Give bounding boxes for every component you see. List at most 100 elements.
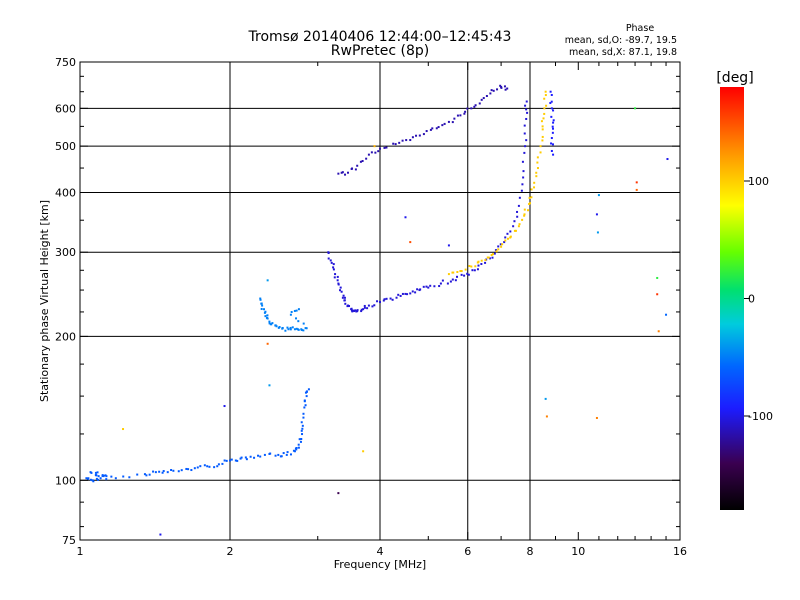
trace-point: [395, 296, 398, 299]
trace-point: [429, 128, 432, 131]
trace-point: [488, 257, 491, 260]
trace-point: [525, 139, 528, 142]
trace-point: [289, 313, 292, 316]
trace-point: [385, 146, 388, 149]
outlier-point: [656, 293, 659, 296]
outlier-point: [159, 533, 162, 536]
trace-point: [374, 151, 377, 154]
trace-point: [379, 301, 381, 304]
trace-point: [206, 465, 209, 468]
trace-point: [552, 121, 555, 124]
trace-point: [92, 480, 95, 483]
trace-point: [376, 300, 379, 303]
trace-point: [263, 311, 266, 314]
axis-ticks: 1 2 4 6 8 10 16 75 100 200 300 400 500 600 750: [55, 56, 687, 558]
trace-point: [366, 307, 369, 310]
trace-point: [343, 296, 346, 299]
trace-point: [418, 134, 421, 137]
trace-point: [367, 304, 370, 307]
trace-point: [398, 141, 401, 144]
trace-point: [295, 309, 298, 312]
trace-point: [278, 326, 281, 329]
x-tick-label: 2: [227, 545, 234, 558]
trace-point: [196, 466, 199, 469]
trace-point: [85, 477, 88, 480]
trace-point: [264, 315, 267, 318]
trace-point: [110, 475, 113, 478]
trace-point: [292, 449, 295, 452]
trace-point: [277, 453, 280, 456]
y-tick-label: 750: [55, 56, 76, 69]
outlier-point: [635, 181, 638, 184]
trace-point: [307, 388, 310, 391]
trace-point: [208, 465, 211, 468]
trace-point: [530, 196, 533, 199]
trace-point: [344, 302, 347, 305]
trace-point: [187, 468, 190, 471]
colorbar-tick-label: -100: [748, 410, 773, 423]
trace-point: [473, 269, 476, 272]
trace-point: [474, 104, 477, 107]
trace-point: [516, 210, 519, 213]
colorbar: [720, 87, 744, 510]
trace-point: [494, 249, 497, 252]
trace-point: [351, 167, 354, 170]
trace-point: [551, 131, 554, 134]
outlier-point: [595, 213, 598, 216]
trace-point: [343, 299, 346, 302]
trace-point: [177, 470, 180, 473]
trace-point: [541, 125, 544, 128]
x-tick-label: 1: [77, 545, 84, 558]
trace-point: [535, 175, 538, 178]
trace-point: [397, 293, 400, 296]
trace-point: [97, 475, 100, 478]
trace-point: [284, 329, 287, 332]
trace-point: [145, 474, 148, 477]
trace-point: [480, 98, 483, 101]
trace-point: [411, 290, 414, 293]
trace-point: [523, 208, 526, 211]
trace-point: [485, 94, 488, 97]
trace-point: [371, 305, 374, 308]
y-axis-label: Stationary phase Virtual Height [km]: [38, 200, 51, 402]
trace-point: [363, 306, 366, 309]
trace-point: [468, 264, 471, 267]
trace-point: [344, 173, 347, 176]
trace-point: [96, 478, 99, 481]
trace-point: [524, 104, 527, 107]
trace-point: [190, 469, 193, 472]
trace-point: [383, 298, 386, 301]
trace-point: [520, 189, 523, 192]
trace-point: [497, 248, 500, 251]
outlier-point: [595, 416, 598, 419]
trace-point: [340, 171, 343, 174]
trace-point: [518, 223, 521, 226]
trace-point: [503, 85, 506, 88]
trace-point: [536, 161, 539, 164]
trace-point: [136, 473, 139, 476]
trace-point: [542, 117, 545, 120]
trace-point: [264, 310, 267, 313]
trace-point: [260, 307, 263, 310]
trace-point: [244, 456, 247, 459]
trace-point: [114, 477, 117, 480]
trace-point: [302, 329, 305, 332]
trace-point: [539, 145, 542, 148]
trace-point: [489, 92, 492, 95]
trace-point: [506, 232, 509, 235]
trace-point: [484, 261, 487, 264]
trace-point: [525, 117, 528, 120]
trace-point: [162, 470, 165, 473]
trace-point: [305, 395, 308, 398]
trace-point: [451, 121, 454, 124]
trace-point: [523, 214, 526, 217]
trace-point: [259, 297, 262, 300]
trace-point: [409, 139, 412, 142]
trace-point: [332, 263, 335, 266]
trace-point: [365, 157, 368, 160]
trace-point: [332, 268, 335, 271]
trace-point: [454, 279, 457, 282]
trace-point: [514, 229, 517, 232]
trace-point: [260, 302, 263, 305]
trace-point: [286, 451, 289, 454]
